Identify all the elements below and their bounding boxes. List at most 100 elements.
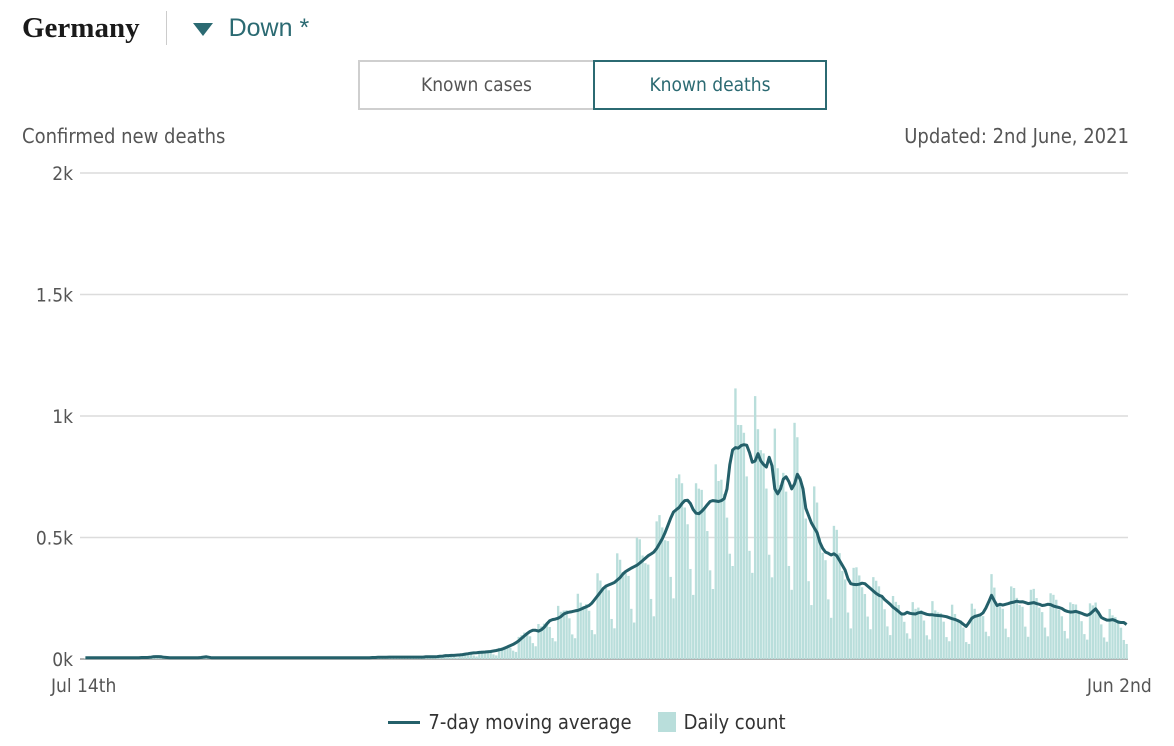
daily-bar	[697, 488, 701, 659]
known-deaths-button[interactable]: Known deaths	[593, 60, 827, 110]
daily-bar	[647, 564, 650, 659]
daily-bar	[686, 524, 689, 659]
daily-bar	[492, 654, 495, 659]
daily-bar	[1097, 611, 1100, 659]
daily-bar	[779, 484, 782, 659]
daily-bar	[804, 518, 807, 659]
daily-bar	[1001, 608, 1004, 659]
daily-bar	[542, 623, 546, 659]
daily-bar	[790, 589, 793, 659]
daily-bar	[835, 529, 838, 659]
daily-bar	[452, 656, 456, 659]
daily-bar	[1105, 641, 1109, 659]
daily-bar	[689, 568, 692, 659]
daily-bar	[787, 565, 791, 659]
daily-bar	[483, 651, 487, 659]
daily-bar	[1080, 621, 1083, 659]
y-tick-label: 2k	[52, 163, 73, 185]
daily-bar	[731, 566, 734, 659]
daily-bar	[1125, 643, 1128, 659]
daily-bar	[703, 509, 706, 659]
daily-bar	[472, 655, 475, 659]
daily-bar	[624, 573, 627, 659]
chart-header: Germany Down *	[22, 8, 309, 48]
daily-bar	[796, 437, 799, 659]
daily-bar	[734, 388, 737, 659]
daily-bar	[514, 651, 518, 659]
daily-bar	[821, 552, 824, 659]
daily-bar	[776, 468, 779, 659]
y-tick-label: 1.5k	[36, 285, 73, 307]
metric-toggle: Known cases Known deaths	[358, 60, 827, 110]
daily-bar	[1114, 617, 1117, 659]
x-end-label: Jun 2nd	[1086, 675, 1152, 697]
known-cases-button[interactable]: Known cases	[358, 60, 593, 110]
x-start-label: Jul 14th	[50, 675, 116, 697]
daily-bar	[841, 570, 844, 659]
y-tick-label: 1k	[52, 406, 73, 428]
y-axis-label: Confirmed new deaths	[22, 124, 226, 148]
daily-bar	[658, 515, 661, 659]
daily-bar	[1049, 593, 1052, 659]
daily-bar	[526, 633, 529, 659]
daily-bar	[931, 601, 934, 659]
daily-bar	[652, 616, 656, 659]
daily-bar	[1122, 639, 1125, 659]
daily-bar	[495, 655, 498, 659]
daily-bar	[571, 634, 574, 659]
daily-bar	[891, 595, 895, 659]
daily-bar	[1021, 606, 1024, 659]
daily-bar	[849, 628, 853, 659]
daily-bar	[599, 580, 602, 659]
daily-bar	[582, 605, 585, 659]
daily-bar	[576, 593, 580, 659]
daily-bar	[860, 587, 864, 659]
daily-bar	[461, 653, 464, 659]
daily-bar	[945, 637, 948, 659]
header-divider	[165, 11, 167, 45]
daily-bar	[894, 601, 898, 659]
daily-bar	[900, 613, 903, 659]
daily-bar	[728, 553, 731, 659]
daily-bar	[846, 612, 850, 659]
legend-daily-count: Daily count	[683, 710, 786, 734]
daily-bar	[1004, 628, 1007, 659]
daily-bar	[559, 611, 563, 659]
daily-bar	[587, 610, 591, 659]
daily-bar	[815, 502, 819, 659]
daily-bar	[604, 584, 608, 659]
daily-bar	[759, 450, 762, 659]
daily-bar	[694, 483, 698, 659]
daily-bar	[784, 491, 788, 659]
daily-bar	[739, 425, 743, 659]
daily-bar	[844, 579, 847, 659]
daily-bar	[545, 622, 549, 659]
daily-bar	[874, 580, 878, 659]
daily-bar	[995, 604, 999, 659]
daily-bar	[1116, 619, 1120, 659]
daily-bar	[602, 587, 605, 659]
daily-bar	[520, 635, 523, 659]
daily-bar	[959, 620, 962, 659]
daily-bar	[993, 587, 996, 659]
daily-bar	[852, 567, 855, 659]
daily-bar	[661, 527, 664, 659]
daily-bar	[768, 554, 771, 659]
daily-bar	[1094, 602, 1097, 659]
daily-bar	[863, 594, 867, 659]
daily-bar	[956, 619, 959, 659]
daily-bar	[829, 617, 833, 659]
daily-bar	[798, 476, 802, 659]
daily-bar	[635, 537, 639, 659]
daily-bar	[917, 607, 920, 659]
daily-bar	[509, 647, 512, 659]
legend-bar-swatch	[657, 712, 676, 732]
daily-bar	[497, 647, 501, 659]
daily-bar	[531, 643, 535, 659]
daily-bar	[1071, 604, 1075, 659]
daily-bar	[990, 574, 993, 659]
daily-bar	[627, 575, 630, 659]
daily-bar	[466, 653, 470, 659]
daily-bar	[672, 598, 675, 659]
daily-bar	[877, 586, 881, 659]
